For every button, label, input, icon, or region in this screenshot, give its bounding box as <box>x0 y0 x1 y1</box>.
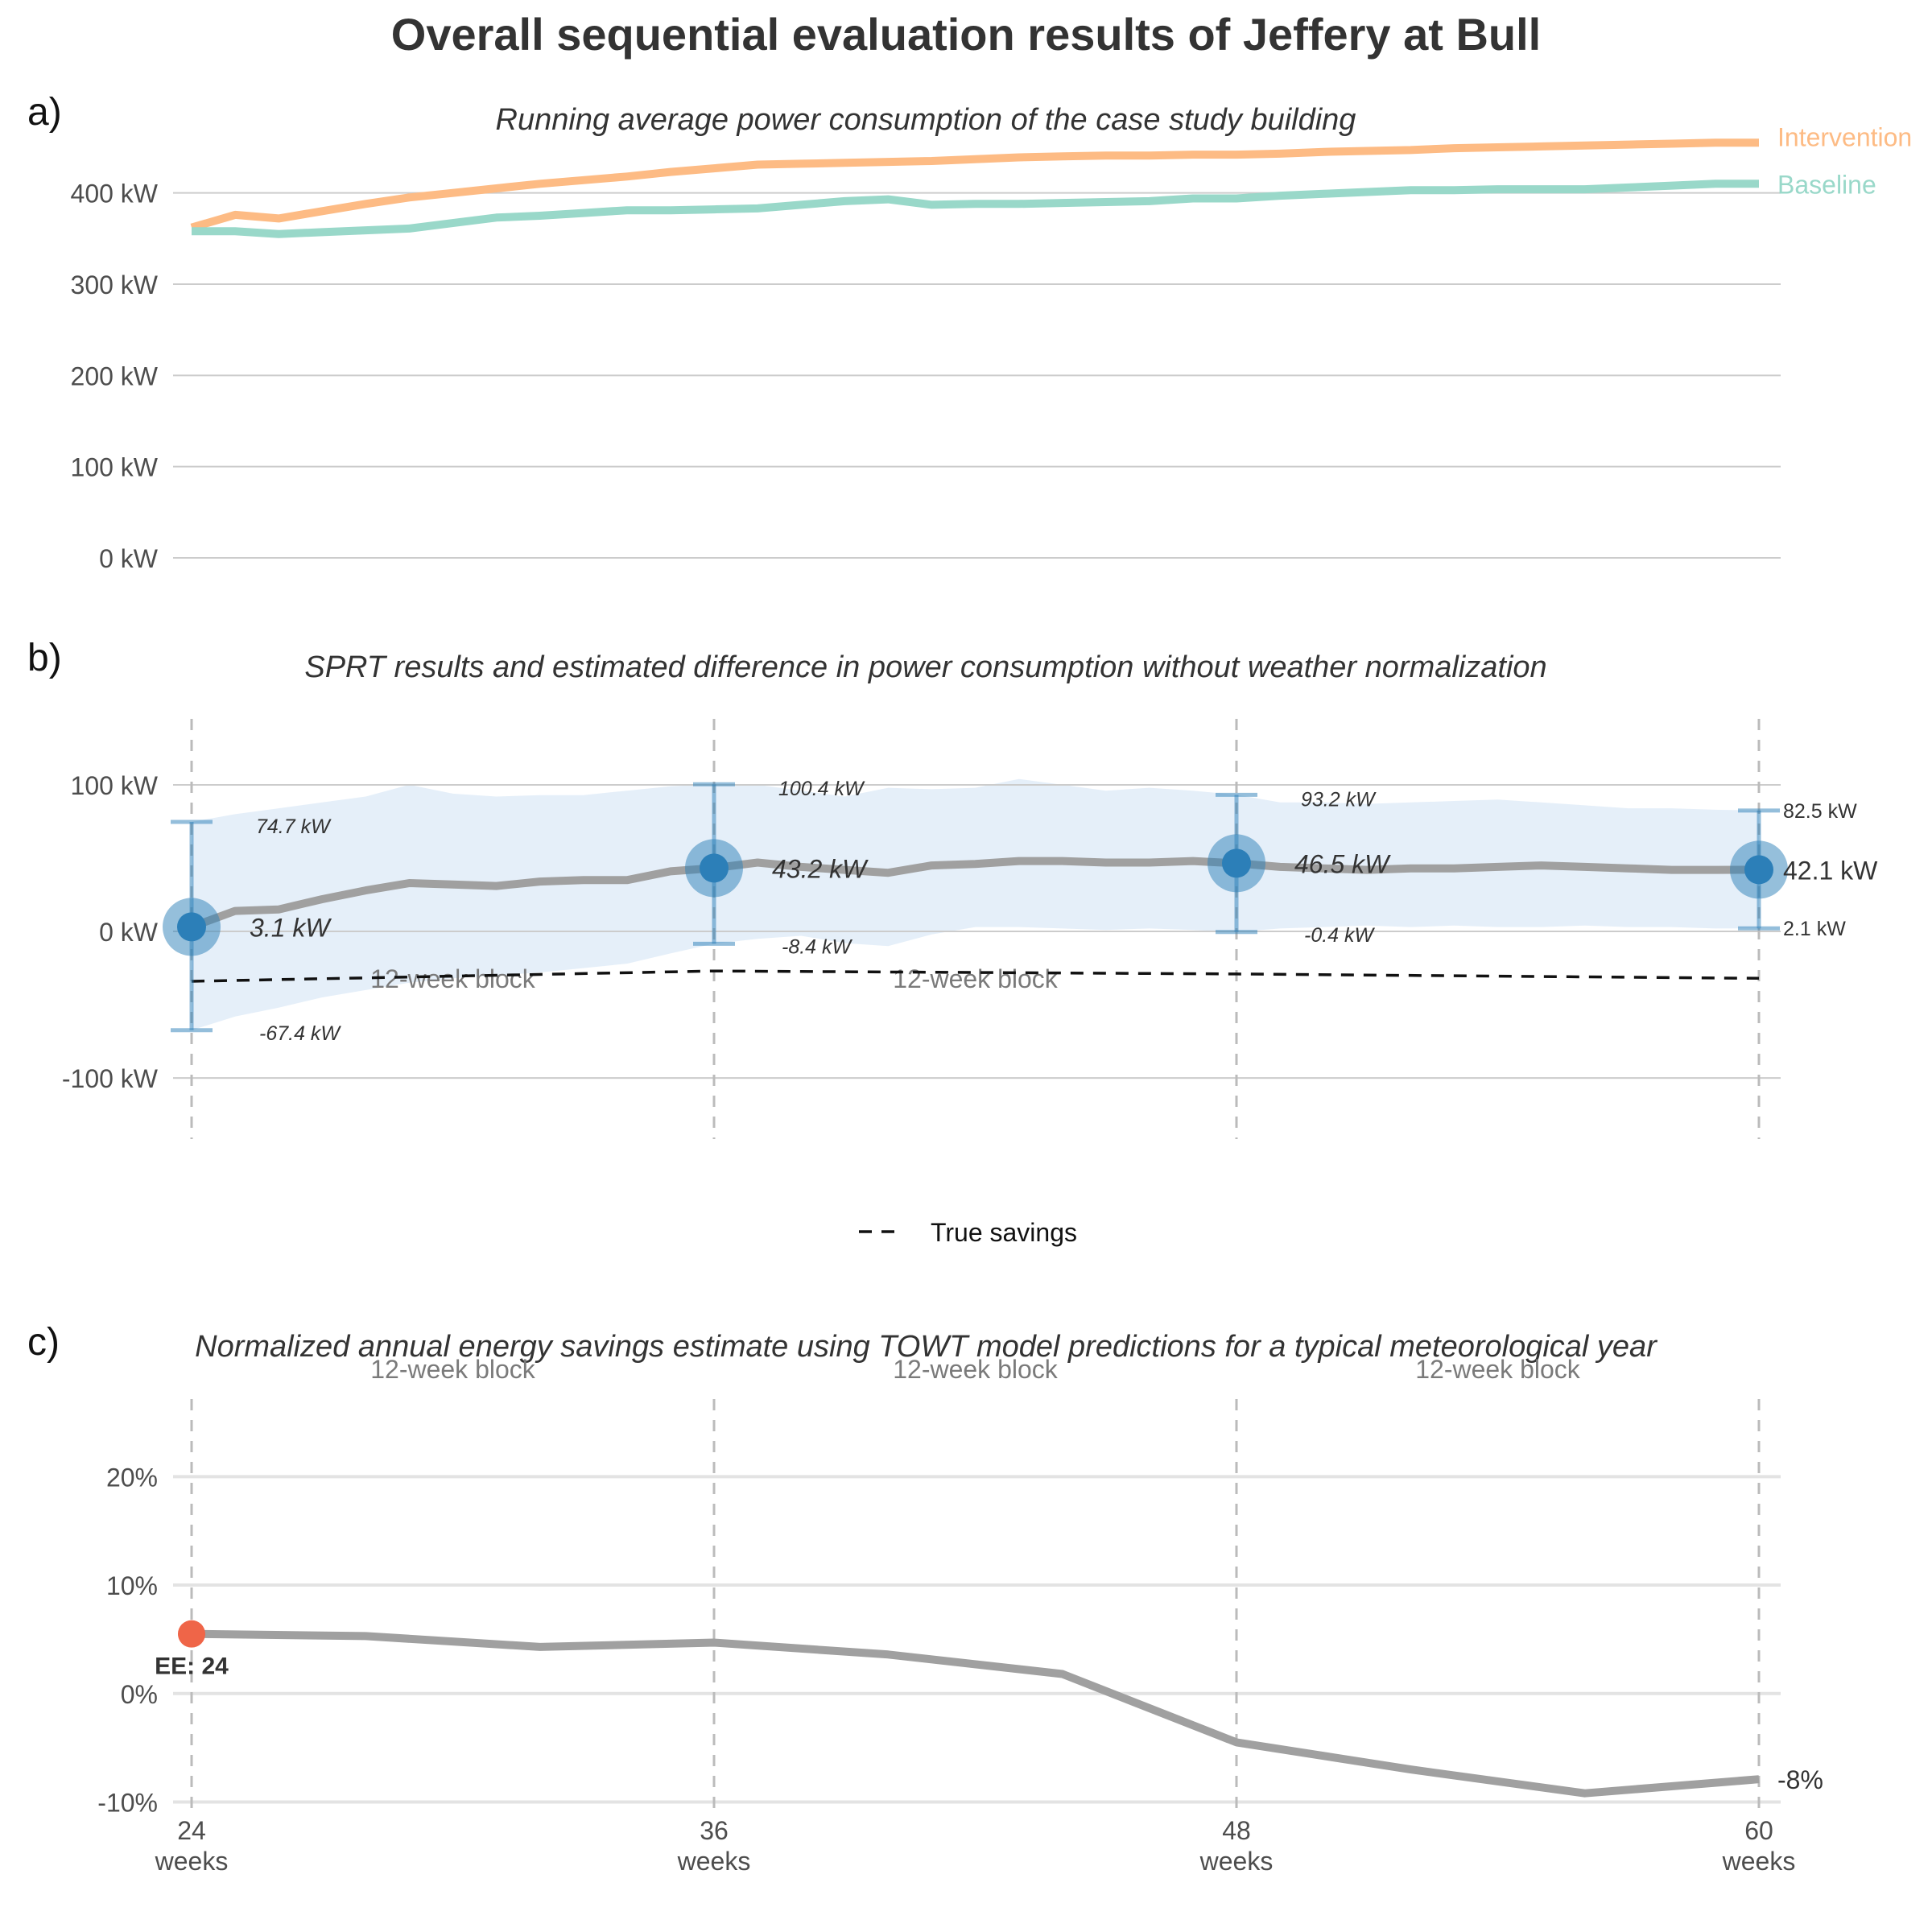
panel-c-block-label: 12-week block <box>893 1355 1059 1384</box>
panel-b-upper-label: 100.4 kW <box>778 778 865 800</box>
panel-a-line-intervention <box>190 138 1759 232</box>
panel-c-ytick-label: 20% <box>106 1463 158 1492</box>
panel-c-xtick-unit: weeks <box>677 1847 751 1876</box>
panel-b-lower-label: 2.1 kW <box>1783 918 1846 940</box>
panel-b-point <box>1222 848 1251 878</box>
panel-c-xtick-number: 24 <box>177 1816 206 1845</box>
panel-a-series-label-baseline: Baseline <box>1777 170 1876 199</box>
panel-b-point <box>1744 855 1773 885</box>
panel-c-xtick-number: 48 <box>1222 1816 1251 1845</box>
panel-a-series-label-intervention: Intervention <box>1777 122 1912 151</box>
panel-a-subtitle: Running average power consumption of the… <box>495 103 1356 137</box>
panel-c-ytick-label: -10% <box>97 1789 158 1818</box>
panel-b-subtitle: SPRT results and estimated difference in… <box>304 650 1547 684</box>
panel-a-line-baseline <box>192 180 1759 238</box>
panel-b-estimate-label: 3.1 kW <box>250 913 332 942</box>
panel-b-estimate-label: 42.1 kW <box>1783 856 1878 885</box>
panel-b-legend-label: True savings <box>931 1218 1077 1247</box>
panel-c-xtick-unit: weeks <box>155 1847 229 1876</box>
panel-b-ci-band <box>192 778 1759 1030</box>
panel-b-ytick-label: -100 kW <box>62 1064 159 1093</box>
panel-c-xtick-unit: weeks <box>1199 1847 1274 1876</box>
panel-a-ytick-label: 0 kW <box>99 544 159 573</box>
panel-c-xtick-unit: weeks <box>1722 1847 1796 1876</box>
panel-b-upper-label: 82.5 kW <box>1783 800 1857 823</box>
panel-c-block-label: 12-week block <box>370 1355 536 1384</box>
panel-c-savings-line <box>191 1629 1760 1798</box>
panel-b-estimate-label: 46.5 kW <box>1294 849 1391 878</box>
panel-b-point <box>177 912 206 942</box>
panel-c-xtick-number: 36 <box>700 1816 729 1845</box>
panel-b-block-label: 12-week block <box>370 964 536 993</box>
panel-b-estimate-label: 43.2 kW <box>772 854 869 883</box>
panel-c-label: c) <box>27 1321 60 1364</box>
panel-b-upper-label: 93.2 kW <box>1301 788 1377 811</box>
panel-b-lower-label: -8.4 kW <box>782 935 853 958</box>
panel-b-ytick-label: 100 kW <box>71 771 159 800</box>
panel-a-ytick-label: 300 kW <box>71 270 159 299</box>
panel-b-lower-label: -0.4 kW <box>1304 924 1376 947</box>
panel-c-ytick-label: 0% <box>121 1680 158 1709</box>
panel-b-block-label: 12-week block <box>893 964 1059 993</box>
panel-c-block-label: 12-week block <box>1415 1355 1581 1384</box>
panel-a-label: a) <box>27 91 62 134</box>
panel-b-point <box>700 853 729 883</box>
panel-c-subtitle: Normalized annual energy savings estimat… <box>195 1330 1657 1364</box>
figure-title: Overall sequential evaluation results of… <box>390 9 1542 60</box>
panel-b-estimate-line <box>190 857 1760 931</box>
panel-c-early-end-label: EE: 24 <box>155 1653 229 1680</box>
panel-b-upper-label: 74.7 kW <box>256 815 332 838</box>
panel-b-label: b) <box>27 637 62 679</box>
panel-b-ytick-label: 0 kW <box>99 918 159 947</box>
panel-a-ytick-label: 400 kW <box>71 180 159 208</box>
panel-c-ytick-label: 10% <box>106 1571 158 1600</box>
panel-c-xtick-number: 60 <box>1744 1816 1773 1845</box>
panel-a-ytick-label: 200 kW <box>71 361 159 390</box>
panel-c-end-label: -8% <box>1777 1765 1823 1794</box>
panel-a-ytick-label: 100 kW <box>71 453 159 482</box>
panel-c-early-end-point <box>178 1620 205 1648</box>
panel-b-lower-label: -67.4 kW <box>259 1022 341 1045</box>
